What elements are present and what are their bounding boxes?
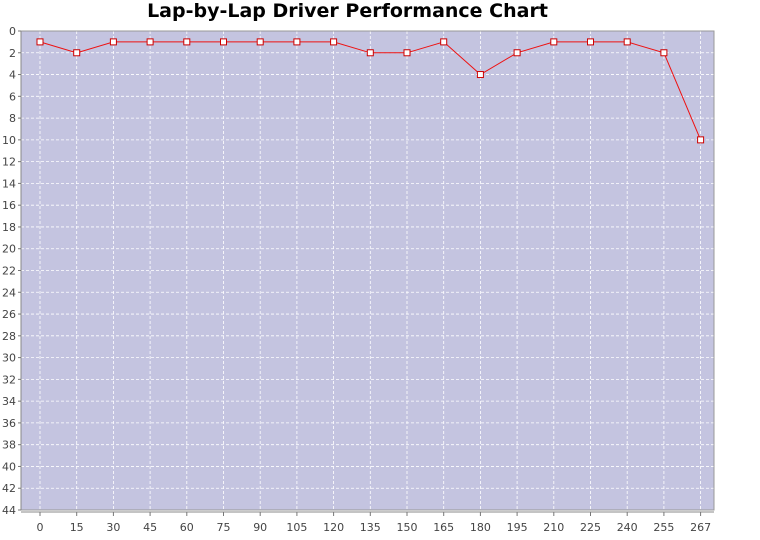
data-point-marker	[220, 38, 227, 46]
data-point-marker	[73, 49, 81, 57]
data-point-marker	[476, 71, 484, 79]
x-tick-label: 45	[143, 521, 157, 534]
y-tick-label: 14	[2, 177, 16, 190]
data-point-marker	[513, 49, 521, 57]
x-tick-label: 135	[360, 521, 381, 534]
data-point-marker	[366, 49, 374, 57]
data-point-marker	[550, 38, 558, 46]
y-tick-label: 32	[2, 373, 16, 386]
y-tick-label: 36	[2, 417, 16, 430]
data-point-marker	[146, 38, 154, 46]
y-tick-label: 38	[2, 439, 16, 452]
y-tick-label: 44	[2, 504, 16, 517]
data-point-marker	[183, 38, 191, 46]
x-tick-label: 120	[323, 521, 344, 534]
y-tick-label: 20	[2, 243, 16, 256]
x-tick-label: 30	[106, 521, 120, 534]
x-tick-label: 90	[253, 521, 267, 534]
y-tick-label: 16	[2, 199, 16, 212]
y-tick-label: 22	[2, 265, 16, 278]
y-tick-label: 40	[2, 460, 16, 473]
x-tick-label: 255	[653, 521, 674, 534]
x-tick-label: 267	[690, 521, 711, 534]
x-tick-label: 240	[617, 521, 638, 534]
x-tick-label: 60	[180, 521, 194, 534]
x-tick-label: 225	[580, 521, 601, 534]
x-tick-label: 0	[37, 521, 44, 534]
y-tick-label: 12	[2, 156, 16, 169]
data-point-marker	[36, 38, 44, 46]
data-point-marker	[440, 38, 448, 46]
y-tick-label: 0	[9, 25, 16, 38]
y-tick-label: 10	[2, 134, 16, 147]
data-point-marker	[587, 38, 594, 46]
data-point-marker	[697, 136, 705, 144]
x-tick-label: 180	[470, 521, 491, 534]
x-tick-label: 75	[217, 521, 231, 534]
chart-title: Lap-by-Lap Driver Performance Chart	[147, 0, 548, 22]
x-tick-label: 210	[543, 521, 564, 534]
y-tick-label: 24	[2, 286, 16, 299]
data-point-marker	[293, 38, 301, 46]
y-tick-label: 34	[2, 395, 16, 408]
y-tick-label: 2	[9, 47, 16, 60]
x-tick-label: 105	[286, 521, 307, 534]
x-axis: 0 15 30 45 60 75 90 105 120 135 150 165 180 195 210 225…	[37, 512, 711, 534]
series-lap-position	[36, 38, 705, 144]
data-point-marker	[256, 38, 264, 46]
y-tick-label: 30	[2, 352, 16, 365]
y-tick-label: 28	[2, 330, 16, 343]
data-point-marker	[109, 38, 117, 46]
y-tick-label: 8	[9, 112, 16, 125]
x-tick-label: 165	[433, 521, 454, 534]
y-tick-label: 6	[9, 90, 16, 103]
y-tick-label: 18	[2, 221, 16, 234]
y-axis: 0246810121416182022242628303234363840424…	[2, 25, 21, 517]
x-tick-label: 15	[70, 521, 84, 534]
x-tick-label: 150	[397, 521, 418, 534]
data-point-marker	[660, 49, 668, 57]
x-tick-label: 195	[507, 521, 528, 534]
data-point-marker	[623, 38, 631, 46]
data-point-marker	[330, 38, 338, 46]
y-tick-label: 42	[2, 482, 16, 495]
y-tick-label: 4	[9, 69, 16, 82]
y-tick-label: 26	[2, 308, 16, 321]
data-point-marker	[403, 49, 411, 57]
